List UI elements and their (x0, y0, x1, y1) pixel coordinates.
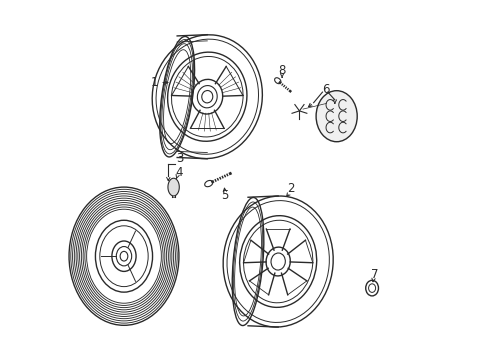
Text: 8: 8 (278, 64, 285, 77)
Polygon shape (167, 178, 179, 196)
Text: 1: 1 (150, 76, 158, 89)
Text: 5: 5 (221, 189, 228, 202)
Ellipse shape (204, 180, 212, 187)
Text: 3: 3 (176, 152, 183, 165)
Text: 4: 4 (175, 166, 183, 179)
Text: 2: 2 (286, 183, 294, 195)
Ellipse shape (365, 280, 378, 296)
Text: 6: 6 (322, 83, 329, 96)
Text: 7: 7 (370, 269, 378, 282)
Ellipse shape (274, 78, 280, 84)
Ellipse shape (315, 91, 356, 142)
